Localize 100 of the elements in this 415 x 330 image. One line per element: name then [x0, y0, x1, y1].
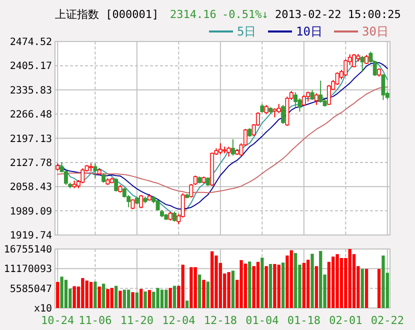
bar: [160, 290, 164, 308]
text: -0.51%↓: [222, 8, 268, 21]
text: 2013-02-22 15:00:25: [275, 8, 401, 21]
bar: [190, 267, 193, 308]
bar: [72, 286, 76, 308]
candlestick: [314, 92, 318, 106]
candlestick: [302, 94, 306, 106]
bar: [85, 280, 88, 308]
bar: [332, 256, 335, 308]
bar: [56, 282, 60, 308]
bar: [306, 260, 310, 308]
candlestick: [172, 211, 176, 222]
candlestick: [193, 175, 198, 186]
bar: [277, 264, 280, 308]
legend-label: 10日: [296, 24, 322, 38]
bar: [248, 262, 252, 308]
candlestick: [80, 168, 85, 184]
x-tick-label: 11-20: [120, 314, 154, 327]
bar: [336, 254, 339, 308]
y-tick-label: 2335.83: [10, 85, 52, 96]
y-tick-label: 2127.78: [10, 158, 52, 169]
bar: [231, 270, 234, 308]
bar: [140, 288, 143, 308]
bar: [364, 268, 368, 308]
candlestick: [139, 194, 144, 209]
bar: [264, 266, 268, 308]
bar: [114, 286, 118, 308]
candlestick: [352, 53, 356, 68]
bar: [273, 264, 276, 308]
candlestick: [360, 55, 364, 72]
bar: [360, 268, 364, 308]
bar: [252, 266, 256, 308]
y-tick-label: 2197.13: [10, 134, 52, 145]
bar: [210, 251, 214, 308]
bar: [281, 262, 285, 308]
candlestick: [114, 178, 118, 192]
candlestick: [344, 58, 348, 76]
bar: [98, 286, 101, 308]
bar: [64, 280, 68, 308]
bar: [181, 264, 184, 308]
text: 2314.16: [170, 8, 216, 21]
x-tick-label: 02-22: [370, 314, 404, 327]
bar: [290, 250, 293, 308]
bar: [294, 253, 298, 308]
bar: [185, 300, 189, 308]
bar: [172, 286, 176, 308]
bar: [302, 262, 306, 308]
bar: [227, 272, 230, 308]
candlestick: [189, 183, 194, 198]
bar: [310, 254, 314, 308]
bar: [148, 290, 152, 308]
candlestick: [218, 142, 222, 155]
legend-label: 30日: [362, 24, 388, 38]
bar: [122, 290, 126, 308]
x-tick-label: 01-18: [287, 314, 320, 327]
bar: [156, 288, 160, 308]
candlestick: [381, 73, 386, 100]
y-tick-label: 2266.48: [10, 110, 52, 121]
candlestick: [298, 98, 302, 112]
candlestick: [180, 192, 185, 218]
bar: [348, 249, 352, 308]
bar: [168, 288, 172, 308]
bar: [60, 276, 64, 308]
x-tick-label: 11-06: [78, 314, 112, 327]
bar: [319, 250, 322, 308]
candlestick: [281, 104, 285, 124]
candlestick: [310, 89, 314, 100]
candlestick: [318, 80, 323, 104]
x-tick-label: 12-18: [204, 314, 237, 327]
bar: [127, 290, 130, 308]
bar: [110, 288, 114, 308]
candlestick: [276, 103, 281, 114]
x-tick-label: 12-04: [162, 314, 196, 327]
bar: [260, 258, 264, 308]
y-tick-label: x10: [34, 304, 52, 314]
y-tick-label: 11170093: [4, 264, 52, 276]
bar: [314, 266, 318, 308]
bar: [198, 274, 202, 308]
bar: [164, 290, 168, 308]
bar: [214, 256, 218, 308]
bar: [152, 292, 156, 308]
candlestick: [102, 172, 106, 184]
chart-title: 上证指数 [000001]: [55, 8, 159, 21]
x-tick-label: 01-04: [246, 314, 280, 327]
bar: [202, 280, 206, 308]
x-tick-label: 02-01: [329, 314, 362, 327]
candlestick: [294, 92, 298, 108]
y-tick-label: 5585047: [10, 284, 52, 295]
bar: [194, 267, 197, 308]
y-tick-label: 2405.17: [10, 61, 52, 72]
y-tick-label: 1919.74: [10, 230, 52, 242]
bar: [268, 264, 272, 308]
bar: [106, 288, 110, 308]
bar: [81, 278, 84, 308]
bar: [256, 262, 260, 308]
y-tick-label: 16755140: [4, 244, 52, 256]
candlestick: [326, 84, 331, 106]
y-tick-label: 2474.52: [10, 37, 52, 48]
candlestick: [230, 138, 235, 156]
bar: [244, 264, 248, 308]
